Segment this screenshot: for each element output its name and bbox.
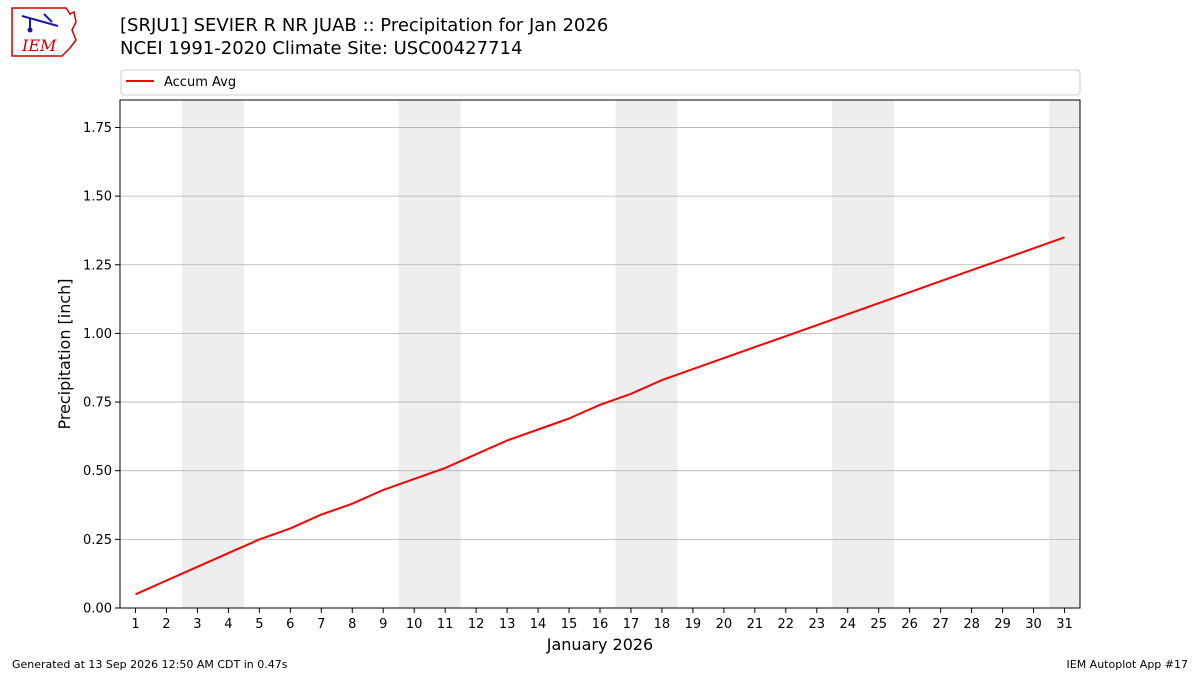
x-tick-label-16: 17 [623, 617, 640, 632]
x-tick-label-9: 10 [406, 617, 423, 632]
x-tick-label-2: 3 [193, 617, 201, 632]
y-tick-label-2: 0.50 [83, 464, 112, 479]
x-tick-label-7: 8 [348, 617, 356, 632]
x-tick-label-28: 29 [994, 617, 1011, 632]
y-tick-label-4: 1.00 [83, 327, 112, 342]
x-tick-label-19: 20 [716, 617, 733, 632]
plot-frame [119, 99, 1081, 609]
x-tick-label-17: 18 [654, 617, 671, 632]
y-axis-label: Precipitation [inch] [55, 278, 74, 429]
chart-title-line2: NCEI 1991-2020 Climate Site: USC00427714 [120, 38, 522, 59]
legend: Accum Avg [120, 69, 1081, 96]
legend-frame [120, 69, 1081, 96]
x-tick-label-4: 5 [255, 617, 263, 632]
shaded-band-4 [1049, 100, 1080, 608]
shaded-band-3 [832, 100, 895, 608]
shaded-band-1 [398, 100, 461, 608]
x-tick-label-15: 16 [592, 617, 609, 632]
y-axis-ticks: 0.00 0.25 0.50 0.75 1.00 1.25 1.50 1.75 [83, 121, 120, 617]
x-tick-label-20: 21 [747, 617, 764, 632]
x-tick-label-3: 4 [224, 617, 232, 632]
y-tick-label-5: 1.25 [83, 258, 112, 273]
x-tick-label-23: 24 [839, 617, 856, 632]
y-tick-label-3: 0.75 [83, 396, 112, 411]
legend-label-accum-avg: Accum Avg [164, 75, 236, 90]
chart-title-line1: [SRJU1] SEVIER R NR JUAB :: Precipitatio… [120, 15, 608, 36]
x-tick-label-25: 26 [901, 617, 918, 632]
x-tick-label-12: 13 [499, 617, 516, 632]
x-tick-label-27: 28 [963, 617, 980, 632]
footer-generated: Generated at 13 Sep 2026 12:50 AM CDT in… [12, 658, 288, 671]
x-tick-label-8: 9 [379, 617, 387, 632]
x-tick-label-0: 1 [131, 617, 139, 632]
x-tick-label-24: 25 [870, 617, 887, 632]
iem-logo: IEM [11, 7, 77, 57]
x-tick-label-26: 27 [932, 617, 949, 632]
x-tick-label-1: 2 [162, 617, 170, 632]
logo-text: IEM [21, 36, 57, 55]
y-tick-label-1: 0.25 [83, 533, 112, 548]
x-tick-label-11: 12 [468, 617, 485, 632]
y-tick-label-0: 0.00 [83, 602, 112, 617]
x-tick-label-21: 22 [778, 617, 795, 632]
x-tick-label-14: 15 [561, 617, 578, 632]
shaded-band-0 [181, 100, 244, 608]
x-tick-label-6: 7 [317, 617, 325, 632]
shaded-band-2 [615, 100, 678, 608]
x-tick-label-29: 30 [1025, 617, 1042, 632]
series-layer [135, 236, 1065, 596]
x-tick-label-22: 23 [809, 617, 826, 632]
x-axis-label: January 2026 [546, 635, 653, 654]
series-line-accum-avg [135, 236, 1065, 596]
x-tick-label-18: 19 [685, 617, 702, 632]
y-tick-label-7: 1.75 [83, 121, 112, 136]
y-tick-label-6: 1.50 [83, 190, 112, 205]
x-axis-ticks: 1 2 3 4 5 6 7 8 9 10 11 12 13 14 15 16 17 18 19 20 21 22 23 24 2… [131, 608, 1073, 632]
x-tick-label-5: 6 [286, 617, 294, 632]
x-tick-label-30: 31 [1056, 617, 1073, 632]
grid-lines [120, 127, 1080, 609]
footer-app: IEM Autoplot App #17 [1067, 658, 1189, 671]
x-tick-label-13: 14 [530, 617, 547, 632]
weekend-shading [181, 100, 1080, 608]
x-tick-label-10: 11 [437, 617, 454, 632]
